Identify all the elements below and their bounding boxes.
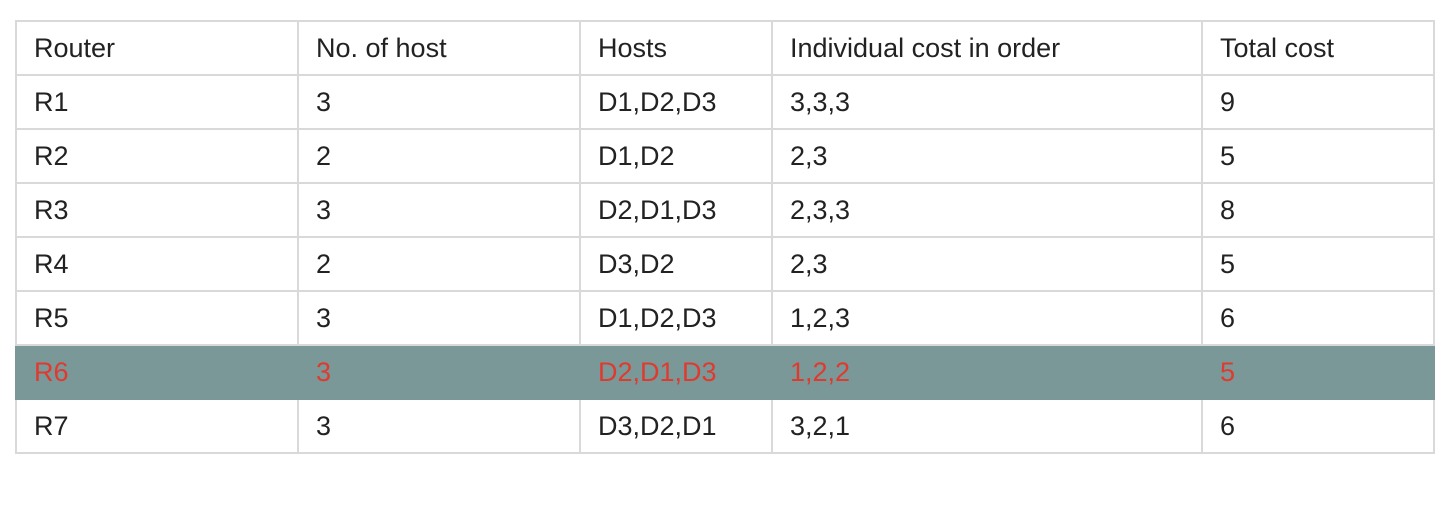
cell-router: R2 <box>15 128 299 184</box>
cell-hosts: D2,D1,D3 <box>579 344 773 400</box>
cell-hosts: D1,D2,D3 <box>579 74 773 130</box>
cell-individual-cost: 2,3 <box>771 128 1203 184</box>
cell-individual-cost: 2,3 <box>771 236 1203 292</box>
cell-router: R5 <box>15 290 299 346</box>
cell-no-of-host: 2 <box>297 236 581 292</box>
cell-hosts: D2,D1,D3 <box>579 182 773 238</box>
cell-individual-cost: 2,3,3 <box>771 182 1203 238</box>
cell-total-cost: 6 <box>1201 290 1435 346</box>
cell-total-cost: 6 <box>1201 398 1435 454</box>
table-row-highlighted: R6 3 D2,D1,D3 1,2,2 5 <box>15 344 1435 400</box>
cell-hosts: D3,D2,D1 <box>579 398 773 454</box>
table-row: R2 2 D1,D2 2,3 5 <box>15 128 1435 184</box>
cell-hosts: D3,D2 <box>579 236 773 292</box>
cell-router: R7 <box>15 398 299 454</box>
table-row: R7 3 D3,D2,D1 3,2,1 6 <box>15 398 1435 454</box>
header-router: Router <box>15 20 299 76</box>
cell-router: R4 <box>15 236 299 292</box>
router-cost-table: Router No. of host Hosts Individual cost… <box>15 20 1435 454</box>
cell-no-of-host: 3 <box>297 398 581 454</box>
cell-individual-cost: 1,2,2 <box>771 344 1203 400</box>
cell-total-cost: 8 <box>1201 182 1435 238</box>
cell-no-of-host: 3 <box>297 182 581 238</box>
cell-no-of-host: 2 <box>297 128 581 184</box>
cell-total-cost: 5 <box>1201 236 1435 292</box>
cell-hosts: D1,D2,D3 <box>579 290 773 346</box>
cell-individual-cost: 1,2,3 <box>771 290 1203 346</box>
table-row: R1 3 D1,D2,D3 3,3,3 9 <box>15 74 1435 130</box>
cell-no-of-host: 3 <box>297 74 581 130</box>
cell-individual-cost: 3,3,3 <box>771 74 1203 130</box>
table-header-row: Router No. of host Hosts Individual cost… <box>15 20 1435 76</box>
header-hosts: Hosts <box>579 20 773 76</box>
table-row: R3 3 D2,D1,D3 2,3,3 8 <box>15 182 1435 238</box>
cell-router: R1 <box>15 74 299 130</box>
cell-router: R3 <box>15 182 299 238</box>
cell-no-of-host: 3 <box>297 290 581 346</box>
header-individual-cost: Individual cost in order <box>771 20 1203 76</box>
cell-total-cost: 5 <box>1201 128 1435 184</box>
header-total-cost: Total cost <box>1201 20 1435 76</box>
cell-router: R6 <box>15 344 299 400</box>
table-row: R4 2 D3,D2 2,3 5 <box>15 236 1435 292</box>
cell-hosts: D1,D2 <box>579 128 773 184</box>
header-no-of-host: No. of host <box>297 20 581 76</box>
table-row: R5 3 D1,D2,D3 1,2,3 6 <box>15 290 1435 346</box>
cell-individual-cost: 3,2,1 <box>771 398 1203 454</box>
cell-total-cost: 5 <box>1201 344 1435 400</box>
cell-no-of-host: 3 <box>297 344 581 400</box>
cell-total-cost: 9 <box>1201 74 1435 130</box>
